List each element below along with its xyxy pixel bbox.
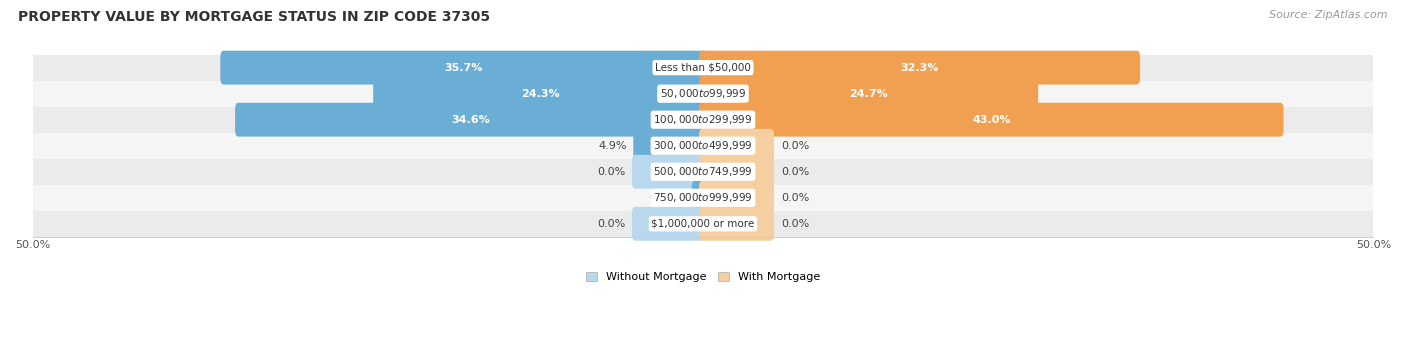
- Text: 0.54%: 0.54%: [650, 193, 685, 203]
- Text: 43.0%: 43.0%: [972, 115, 1011, 125]
- FancyBboxPatch shape: [633, 129, 707, 163]
- Text: 4.9%: 4.9%: [598, 141, 627, 151]
- FancyBboxPatch shape: [692, 181, 707, 215]
- Text: PROPERTY VALUE BY MORTGAGE STATUS IN ZIP CODE 37305: PROPERTY VALUE BY MORTGAGE STATUS IN ZIP…: [18, 10, 491, 24]
- Text: Source: ZipAtlas.com: Source: ZipAtlas.com: [1270, 10, 1388, 20]
- Text: $1,000,000 or more: $1,000,000 or more: [651, 219, 755, 229]
- Text: $300,000 to $499,999: $300,000 to $499,999: [654, 139, 752, 152]
- Text: 0.0%: 0.0%: [780, 193, 808, 203]
- FancyBboxPatch shape: [631, 155, 707, 189]
- Text: 0.0%: 0.0%: [780, 219, 808, 229]
- Text: 0.0%: 0.0%: [780, 167, 808, 177]
- Text: $500,000 to $749,999: $500,000 to $749,999: [654, 165, 752, 178]
- FancyBboxPatch shape: [631, 207, 707, 241]
- Text: 24.7%: 24.7%: [849, 89, 889, 99]
- Bar: [32, 185, 1374, 211]
- Text: Less than $50,000: Less than $50,000: [655, 63, 751, 73]
- FancyBboxPatch shape: [699, 155, 775, 189]
- FancyBboxPatch shape: [699, 129, 775, 163]
- FancyBboxPatch shape: [699, 51, 1140, 85]
- Text: 0.0%: 0.0%: [780, 141, 808, 151]
- Text: 24.3%: 24.3%: [520, 89, 560, 99]
- Bar: [32, 55, 1374, 81]
- Bar: [32, 211, 1374, 237]
- FancyBboxPatch shape: [373, 77, 707, 110]
- Text: 0.0%: 0.0%: [598, 219, 626, 229]
- Text: $50,000 to $99,999: $50,000 to $99,999: [659, 87, 747, 100]
- FancyBboxPatch shape: [235, 103, 707, 137]
- Text: 0.0%: 0.0%: [598, 167, 626, 177]
- Text: $750,000 to $999,999: $750,000 to $999,999: [654, 191, 752, 204]
- Bar: [32, 81, 1374, 107]
- Text: $100,000 to $299,999: $100,000 to $299,999: [654, 113, 752, 126]
- FancyBboxPatch shape: [699, 103, 1284, 137]
- Text: 34.6%: 34.6%: [451, 115, 491, 125]
- FancyBboxPatch shape: [221, 51, 707, 85]
- Text: 32.3%: 32.3%: [900, 63, 939, 73]
- Legend: Without Mortgage, With Mortgage: Without Mortgage, With Mortgage: [586, 272, 820, 282]
- FancyBboxPatch shape: [699, 77, 1038, 110]
- Bar: [32, 159, 1374, 185]
- FancyBboxPatch shape: [699, 207, 775, 241]
- Bar: [32, 133, 1374, 159]
- Bar: [32, 107, 1374, 133]
- FancyBboxPatch shape: [699, 181, 775, 215]
- Text: 35.7%: 35.7%: [444, 63, 482, 73]
